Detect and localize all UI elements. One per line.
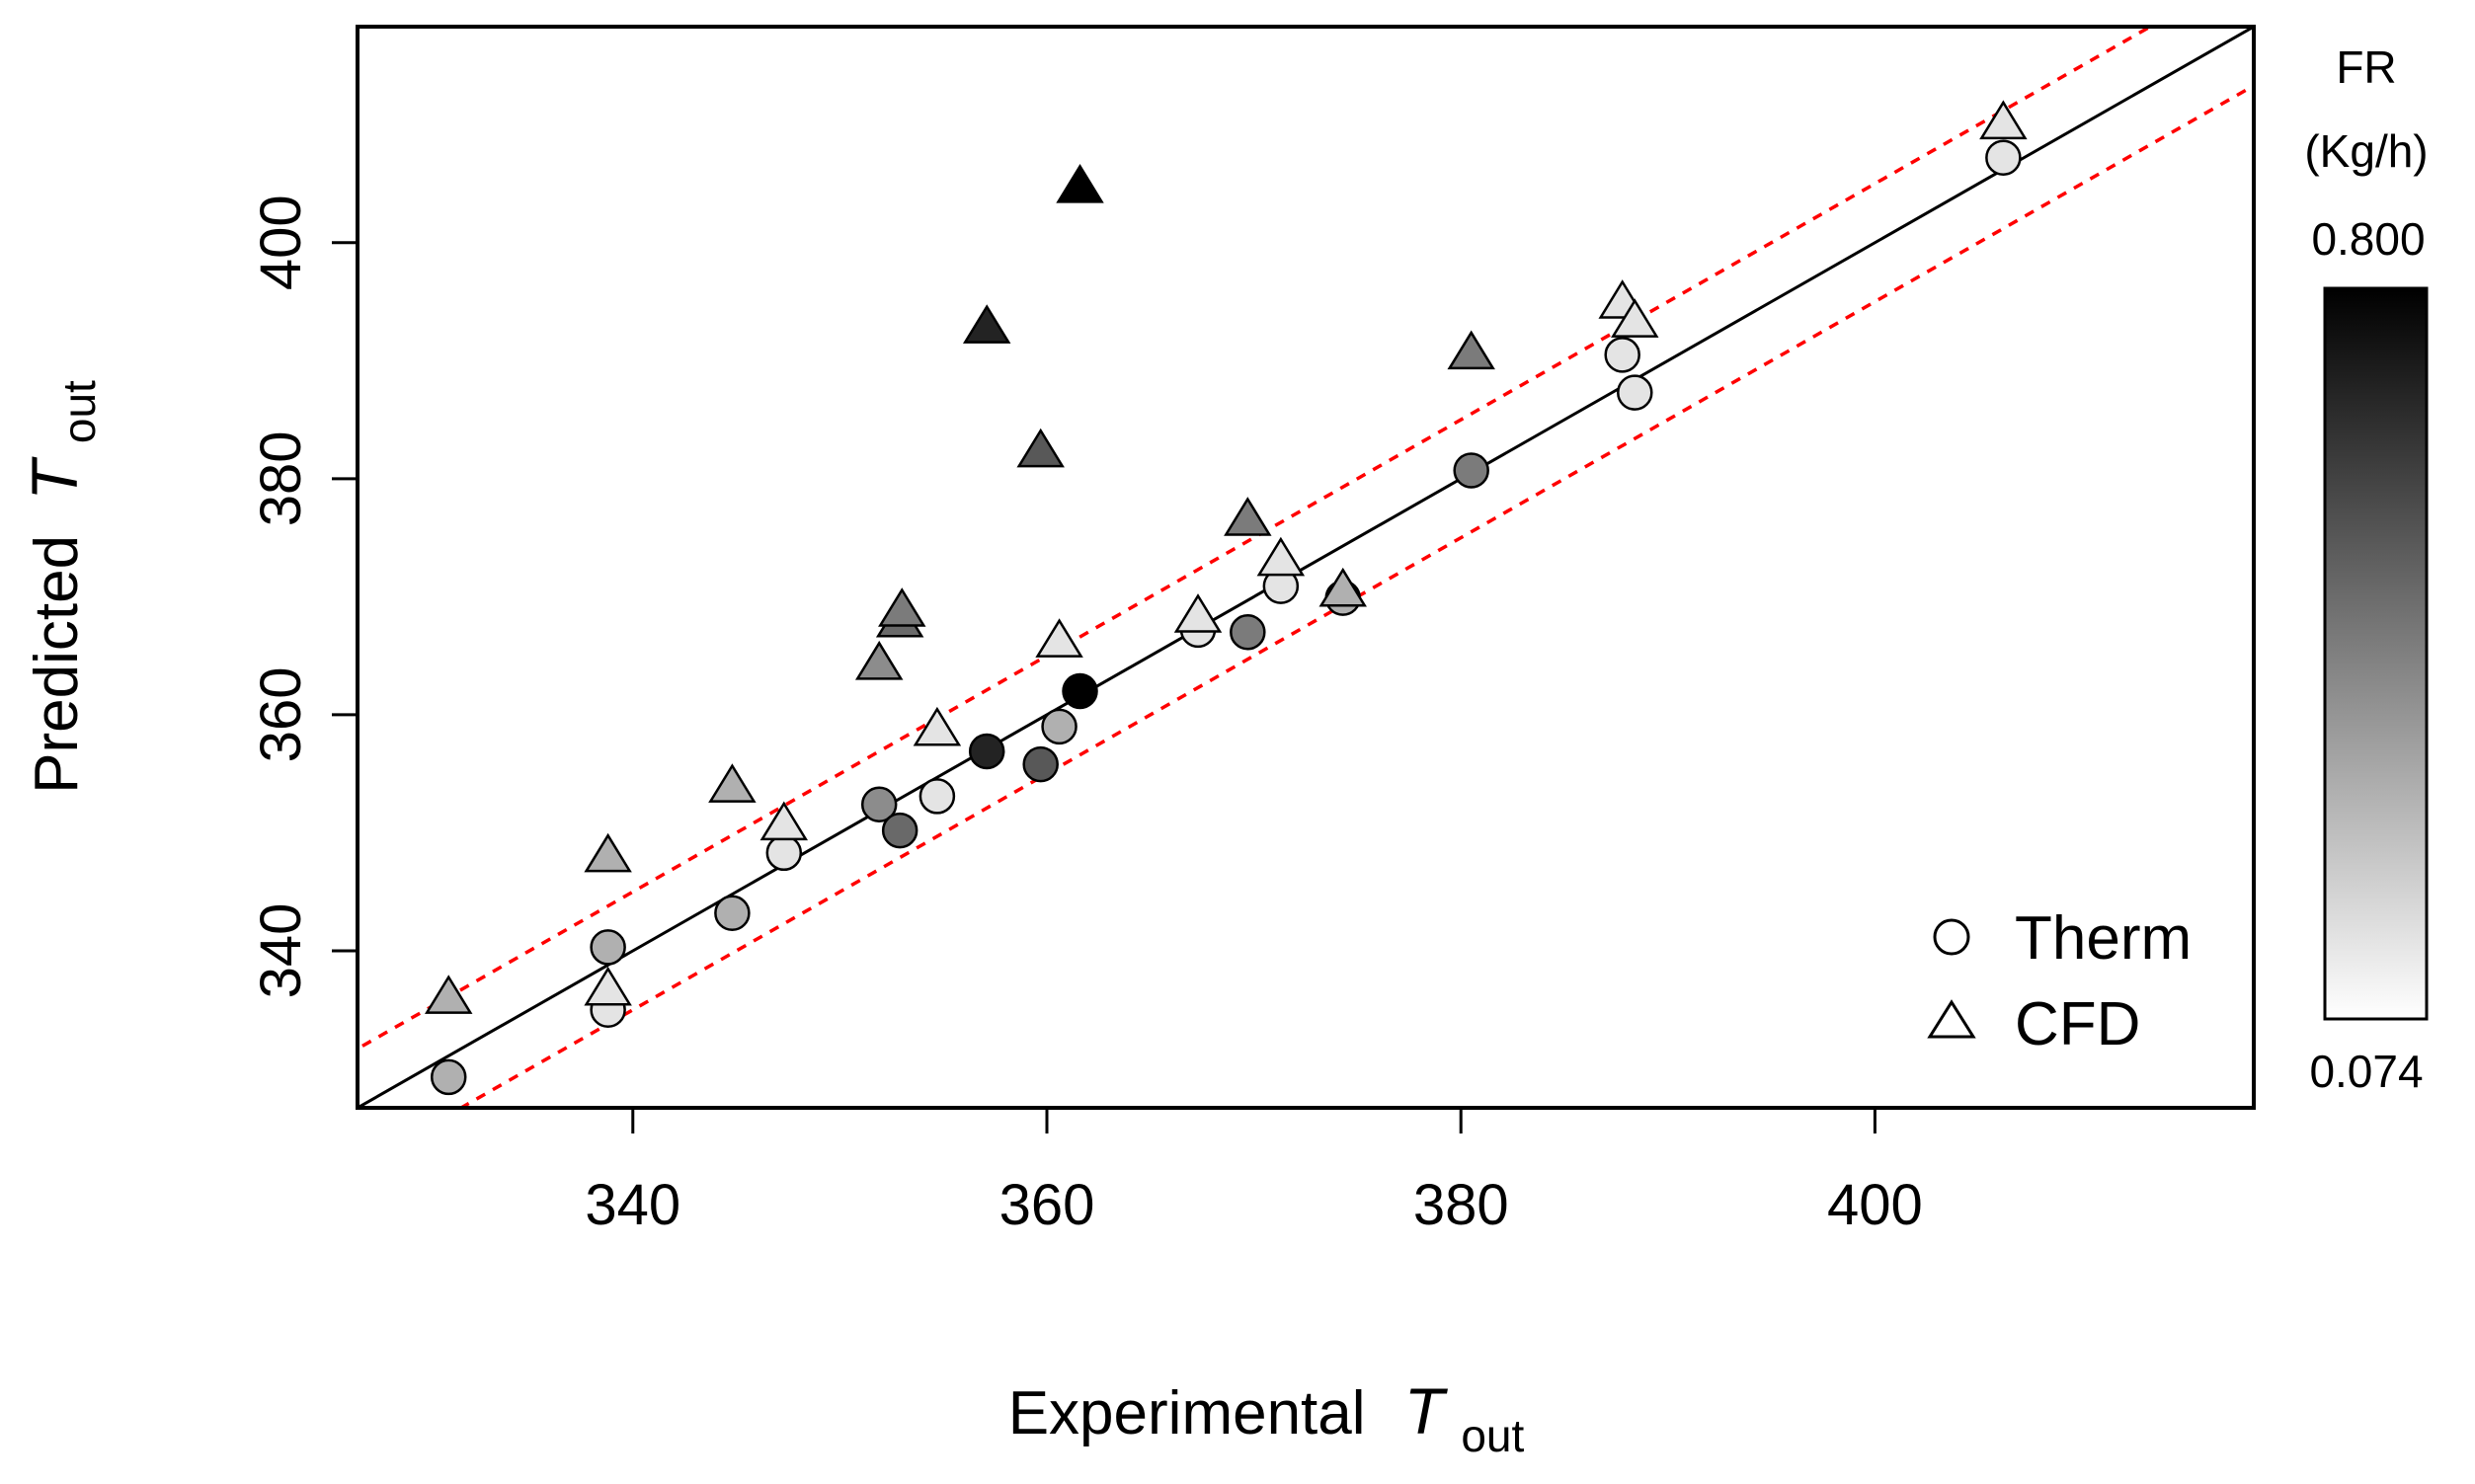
cfd-point — [584, 832, 632, 873]
colorbar-title-line1: FR — [2336, 41, 2396, 93]
therm-point — [1985, 139, 2022, 176]
cfd-point — [962, 304, 1011, 344]
therm-point — [918, 778, 956, 815]
colorbar-max-label: 0.800 — [2311, 213, 2425, 265]
y-axis-label: Predicted T out — [18, 380, 105, 794]
y-axis-label-sub: out — [53, 380, 105, 443]
cfd-point — [759, 801, 809, 841]
x-axis-label-main: Experimental — [1008, 1379, 1366, 1447]
therm-point — [1617, 374, 1653, 411]
cfd-point — [1056, 163, 1104, 203]
x-axis-label-var: T — [1404, 1374, 1449, 1447]
x-axis-label-sub: out — [1461, 1410, 1524, 1461]
therm-point — [430, 1058, 467, 1096]
legend-circle-marker — [1933, 918, 1970, 956]
y-axis-label-main: Predicted — [23, 535, 91, 794]
colorbar-title-line2: (Kg/h) — [2304, 125, 2428, 177]
legend-label-therm: Therm — [2015, 904, 2192, 973]
ref-line-lower-band — [457, 83, 2254, 1108]
x-tick-label: 400 — [1827, 1173, 1923, 1237]
therm-point — [1062, 672, 1098, 710]
legend-triangle-marker — [1927, 999, 1976, 1039]
cfd-point — [854, 640, 904, 680]
legend: Therm CFD — [1927, 904, 2192, 1058]
cfd-point — [1016, 428, 1065, 468]
cfd-point — [1979, 100, 2028, 140]
therm-point — [881, 812, 918, 849]
ref-line-upper-band — [358, 27, 2154, 1052]
y-tick-label: 380 — [249, 430, 313, 526]
therm-point — [714, 895, 751, 932]
y-axis: 340 360 380 400 — [249, 195, 358, 998]
colorbar: FR (Kg/h) 0.800 0.074 — [2304, 41, 2428, 1097]
therm-point — [1041, 708, 1078, 745]
y-tick-label: 340 — [249, 903, 313, 999]
therm-point — [590, 929, 626, 966]
y-axis-label-var: T — [18, 456, 91, 501]
therm-point — [1230, 613, 1266, 651]
reference-lines — [358, 27, 2254, 1108]
cfd-point — [1173, 593, 1223, 633]
colorbar-gradient — [2323, 286, 2429, 1021]
cfd-point — [878, 587, 926, 627]
x-tick-label: 360 — [999, 1173, 1095, 1237]
cfd-point — [1318, 567, 1367, 607]
cfd-point — [913, 706, 962, 746]
cfd-point — [1447, 330, 1495, 370]
therm-point — [968, 733, 1005, 770]
cfd-point — [584, 966, 632, 1006]
therm-point — [860, 786, 898, 823]
y-tick-label: 360 — [249, 667, 313, 763]
colorbar-min-label: 0.074 — [2309, 1046, 2423, 1097]
therm-point — [1022, 745, 1059, 783]
cfd-point — [1224, 497, 1272, 536]
ref-line-identity — [358, 27, 2254, 1108]
cfd-point — [1256, 536, 1306, 577]
cfd-point — [1035, 618, 1083, 658]
therm-point — [1604, 337, 1640, 373]
cfd-point — [1611, 298, 1659, 338]
cfd-point — [708, 763, 757, 803]
y-tick-label: 400 — [249, 195, 313, 290]
x-axis-label: Experimental T out — [1008, 1374, 1525, 1461]
cfd-point — [424, 975, 473, 1014]
x-tick-label: 380 — [1413, 1173, 1509, 1237]
plot-frame — [356, 25, 2256, 1110]
x-axis: 340 360 380 400 — [585, 1108, 1923, 1237]
legend-label-cfd: CFD — [2015, 990, 2140, 1058]
therm-point — [1453, 452, 1489, 489]
therm-point — [765, 834, 803, 872]
x-tick-label: 340 — [585, 1173, 680, 1237]
data-points — [424, 100, 2028, 1096]
